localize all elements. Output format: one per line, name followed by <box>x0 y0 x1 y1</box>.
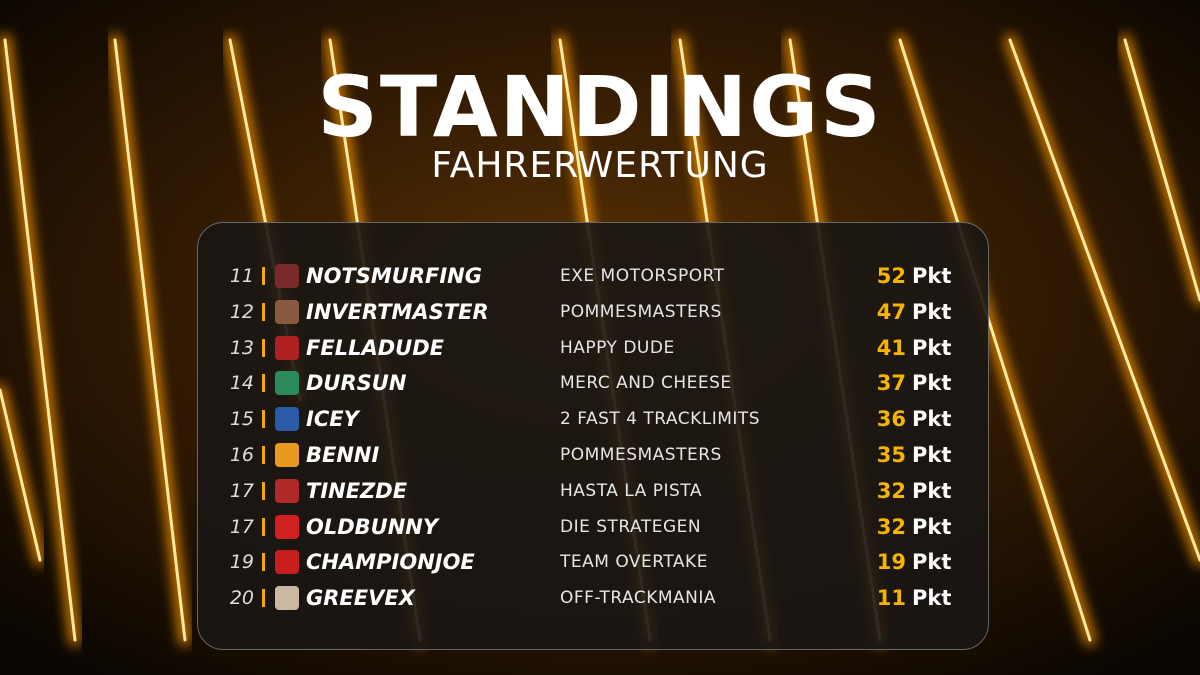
team-name: OFF-TRACKMANIA <box>560 588 717 609</box>
points: 11 <box>876 586 906 611</box>
standings-row: 15 ICEY 2 FAST 4 TRACKLIMITS 36 Pkt <box>198 402 990 436</box>
subtitle: FAHRERWERTUNG <box>431 145 769 186</box>
team-name: MERC AND CHEESE <box>560 373 732 394</box>
driver-icon <box>275 335 299 360</box>
points: 19 <box>876 550 906 575</box>
separator <box>262 338 265 357</box>
points-unit: Pkt <box>912 407 952 432</box>
team-name: TEAM OVERTAKE <box>560 552 708 573</box>
separator <box>262 481 265 500</box>
standings-row: 19 CHAMPIONJOE TEAM OVERTAKE 19 Pkt <box>198 545 990 579</box>
standings-row: 13 FELLADUDE HAPPY DUDE 41 Pkt <box>198 331 990 365</box>
neon-line <box>3 38 77 642</box>
separator <box>262 446 265 464</box>
driver-icon <box>275 407 299 432</box>
neon-line <box>113 38 187 642</box>
position: 17 <box>229 479 254 502</box>
driver-name: GREEVEX <box>306 586 415 611</box>
separator <box>262 267 265 285</box>
driver-icon <box>275 299 299 324</box>
separator <box>262 517 265 536</box>
driver-name: FELLADUDE <box>306 335 444 360</box>
title: STANDINGS <box>317 58 883 156</box>
points: 52 <box>876 264 906 288</box>
driver-name: OLDBUNNY <box>306 514 439 539</box>
standings-row: 11 NOTSMURFING EXE MOTORSPORT 52 Pkt <box>198 259 990 293</box>
position: 11 <box>229 265 254 287</box>
neon-line <box>898 38 1092 642</box>
points-unit: Pkt <box>912 371 952 396</box>
team-name: POMMESMASTERS <box>560 301 722 322</box>
team-name: HASTA LA PISTA <box>560 480 702 501</box>
driver-name: CHAMPIONJOE <box>306 550 475 575</box>
position: 19 <box>229 551 254 574</box>
points: 32 <box>876 514 906 539</box>
position: 20 <box>229 587 254 610</box>
driver-icon <box>275 443 299 467</box>
points: 32 <box>876 478 906 503</box>
points-unit: Pkt <box>912 264 952 288</box>
position: 16 <box>229 444 254 466</box>
team-name: 2 FAST 4 TRACKLIMITS <box>560 409 761 430</box>
separator <box>262 302 265 321</box>
separator <box>262 553 265 572</box>
driver-name: ICEY <box>306 407 359 432</box>
standings-row: 17 TINEZDE HASTA LA PISTA 32 Pkt <box>198 474 990 508</box>
separator <box>262 410 265 429</box>
driver-name: TINEZDE <box>306 478 408 503</box>
team-name: DIE STRATEGEN <box>560 516 702 537</box>
driver-icon <box>275 586 299 611</box>
separator <box>262 589 265 608</box>
points-unit: Pkt <box>912 586 952 611</box>
driver-icon <box>275 478 299 503</box>
neon-line <box>0 388 42 562</box>
driver-icon <box>275 550 299 575</box>
standings-panel: 11 NOTSMURFING EXE MOTORSPORT 52 Pkt 12 INVERT… <box>197 222 989 650</box>
driver-name: BENNI <box>306 443 380 467</box>
standings-row: 17 OLDBUNNY DIE STRATEGEN 32 Pkt <box>198 510 990 544</box>
points-unit: Pkt <box>912 514 952 539</box>
driver-name: DURSUN <box>306 371 407 396</box>
points: 36 <box>876 407 906 432</box>
position: 13 <box>229 336 254 359</box>
points-unit: Pkt <box>912 478 952 503</box>
team-name: EXE MOTORSPORT <box>560 266 725 286</box>
position: 17 <box>229 515 254 538</box>
neon-line <box>1008 38 1200 562</box>
points-unit: Pkt <box>912 550 952 575</box>
points: 37 <box>876 371 906 396</box>
neon-line <box>1123 38 1200 302</box>
points-unit: Pkt <box>912 299 952 324</box>
driver-name: INVERTMASTER <box>306 299 489 324</box>
points: 41 <box>876 335 906 360</box>
position: 14 <box>229 372 254 395</box>
points-unit: Pkt <box>912 335 952 360</box>
driver-icon <box>275 371 299 396</box>
team-name: HAPPY DUDE <box>560 337 675 358</box>
team-name: POMMESMASTERS <box>560 445 722 465</box>
points: 47 <box>876 299 906 324</box>
points: 35 <box>876 443 906 467</box>
driver-name: NOTSMURFING <box>306 264 482 288</box>
separator <box>262 374 265 393</box>
driver-icon <box>275 264 299 288</box>
position: 15 <box>229 408 254 431</box>
standings-row: 14 DURSUN MERC AND CHEESE 37 Pkt <box>198 366 990 400</box>
standings-row: 20 GREEVEX OFF-TRACKMANIA 11 Pkt <box>198 581 990 615</box>
standings-row: 16 BENNI POMMESMASTERS 35 Pkt <box>198 438 990 472</box>
standings-row: 12 INVERTMASTER POMMESMASTERS 47 Pkt <box>198 295 990 329</box>
driver-icon <box>275 514 299 539</box>
points-unit: Pkt <box>912 443 952 467</box>
position: 12 <box>229 300 254 323</box>
